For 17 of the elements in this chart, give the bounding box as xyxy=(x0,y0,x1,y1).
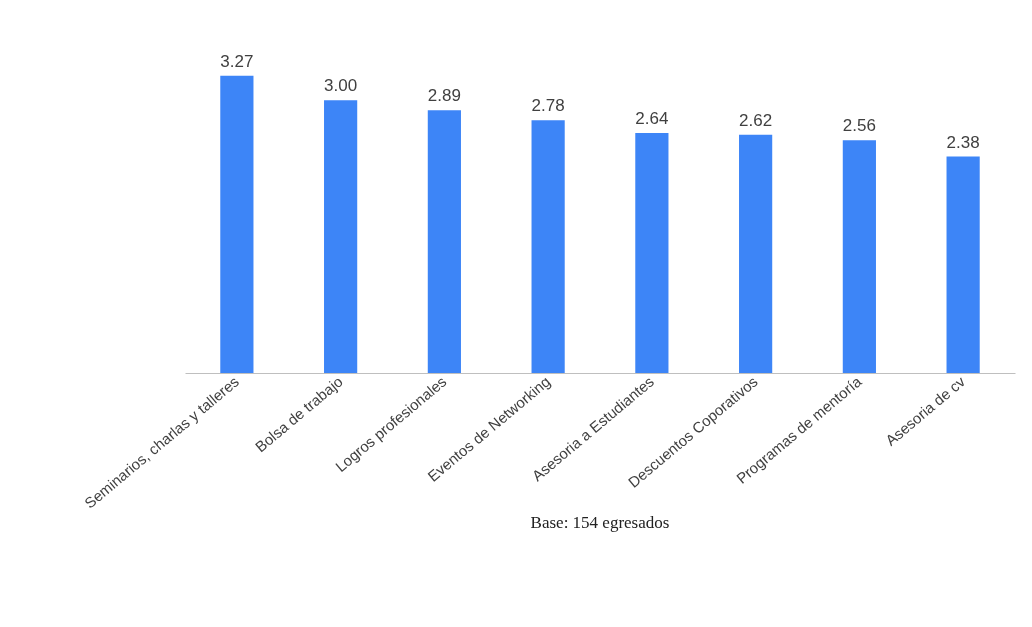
bar xyxy=(739,134,773,373)
bar xyxy=(220,75,254,373)
bar xyxy=(324,100,358,373)
data-label: 2.56 xyxy=(842,116,876,136)
data-label: 2.62 xyxy=(739,110,773,130)
bar xyxy=(635,132,669,373)
bar xyxy=(531,120,565,373)
data-label: 2.38 xyxy=(946,132,980,152)
bar xyxy=(946,156,980,373)
bar xyxy=(427,110,461,373)
data-label: 2.89 xyxy=(427,86,461,106)
data-label: 3.00 xyxy=(324,76,358,96)
data-label: 2.78 xyxy=(531,96,565,116)
data-label: 2.64 xyxy=(635,108,669,128)
text: Base: 154 egresados xyxy=(530,513,670,533)
data-label: 3.27 xyxy=(220,51,254,71)
bar xyxy=(842,140,876,373)
